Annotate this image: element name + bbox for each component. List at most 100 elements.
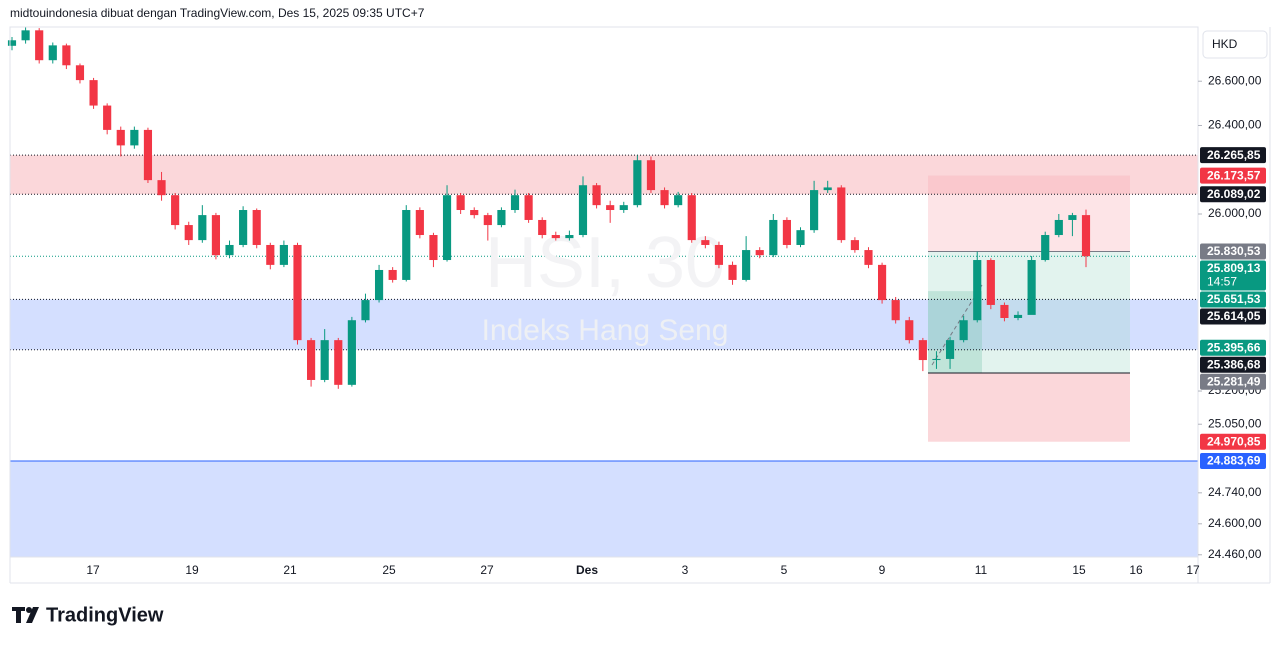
candle-body (782, 219, 791, 245)
candle-body (252, 210, 261, 245)
price-badge-label: 24.883,69 (1207, 454, 1261, 468)
candle-body (415, 210, 424, 236)
candle-body (35, 30, 44, 61)
candle-body (619, 205, 628, 211)
price-badge (1200, 453, 1266, 470)
x-tick-label: 19 (185, 563, 199, 577)
candle-body (89, 80, 98, 106)
candle-body (143, 129, 153, 181)
price-badge-label: 25.809,13 (1207, 261, 1261, 275)
candle-body (21, 30, 30, 41)
candle-body (334, 340, 343, 385)
price-badge (1200, 291, 1266, 308)
currency-button[interactable] (1202, 30, 1268, 59)
candle-body (266, 244, 275, 265)
price-badge-label: 25.395,66 (1207, 340, 1261, 354)
y-tick-label: 25.050,00 (1208, 416, 1262, 430)
price-badge (1200, 186, 1266, 203)
candle-body (103, 105, 112, 130)
price-badge (1200, 373, 1266, 390)
candle-body (62, 45, 71, 66)
candle-body (1013, 314, 1023, 319)
candle-body (510, 195, 520, 211)
price-badge-label: 25.281,49 (1207, 374, 1261, 388)
candle-body (307, 340, 316, 380)
price-badge-label: 25.651,53 (1207, 292, 1261, 306)
candle-body (578, 185, 588, 236)
price-badge (1200, 167, 1266, 184)
candle-body (660, 190, 669, 206)
candle-body (1054, 219, 1063, 236)
price-badge (1200, 147, 1266, 164)
y-tick-label: 24.740,00 (1208, 485, 1262, 499)
stop-zone (928, 372, 1130, 442)
candle-body (1041, 235, 1050, 261)
watermark-name: Indeks Hang Seng (482, 314, 729, 347)
candle-body (483, 215, 492, 226)
price-badge (1200, 243, 1266, 260)
candle-body (1081, 215, 1091, 257)
price-badge (1200, 356, 1266, 373)
candle-body (592, 185, 601, 206)
candle-body (742, 250, 751, 280)
candle-body (606, 205, 615, 211)
price-badge (1200, 308, 1266, 325)
price-badge-label: 26.265,85 (1207, 148, 1261, 162)
candle-body (810, 190, 819, 231)
candle-body (551, 235, 560, 239)
candle-body (823, 187, 832, 191)
candle-body (538, 219, 547, 236)
y-tick-label: 24.600,00 (1208, 516, 1262, 530)
candle-body (184, 225, 193, 241)
candle-body (837, 187, 846, 241)
y-tick-label: 26.600,00 (1208, 73, 1262, 87)
candle-body (633, 160, 642, 206)
candle-body (714, 244, 724, 265)
candle-body (973, 260, 982, 321)
header: midtouindonesia dibuat dengan TradingVie… (10, 6, 425, 20)
price-badge-label: 26.173,57 (1207, 168, 1261, 182)
price-badge (1200, 433, 1266, 450)
x-tick-label: 21 (283, 563, 297, 577)
candle-body (524, 195, 533, 220)
candle-body (347, 320, 356, 385)
watermark-symbol: HSI, 30 (485, 223, 725, 303)
candle-body (755, 250, 764, 256)
x-tick-label: 16 (1129, 563, 1143, 577)
candle-body (456, 195, 465, 211)
candle-body (225, 244, 234, 256)
candle-body (171, 195, 180, 226)
x-tick-label: 9 (879, 563, 886, 577)
candle-body (891, 300, 900, 321)
y-tick-label: 26.000,00 (1208, 206, 1262, 220)
candle-body (918, 340, 927, 361)
candle-body (429, 235, 438, 261)
candle-body (211, 215, 221, 256)
candle-body (687, 195, 696, 241)
candle-body (497, 210, 506, 226)
x-tick-label: 11 (975, 563, 988, 577)
stop-zone (928, 175, 1130, 252)
candle-body (279, 244, 288, 265)
candle-body (7, 40, 17, 46)
candle-body (293, 244, 302, 341)
candle-body (565, 235, 574, 239)
price-badge (1200, 339, 1266, 356)
countdown: 14:57 (1207, 275, 1237, 289)
candle-body (905, 320, 914, 341)
x-tick-label: 27 (480, 563, 494, 577)
candle-body (728, 264, 737, 280)
currency: HKD (1212, 37, 1238, 51)
x-tick-label: 17 (1186, 563, 1200, 577)
support-zone (10, 461, 1198, 557)
candle-body (320, 340, 329, 380)
y-tick-label: 26.400,00 (1208, 118, 1262, 132)
candle-body (1027, 260, 1036, 315)
candle-body (877, 264, 887, 301)
candle-body (1068, 215, 1077, 220)
x-tick-label: 3 (682, 563, 689, 577)
candle-body (796, 230, 805, 245)
price-badge-label: 24.970,85 (1207, 434, 1261, 448)
x-tick-label: 5 (781, 563, 788, 577)
